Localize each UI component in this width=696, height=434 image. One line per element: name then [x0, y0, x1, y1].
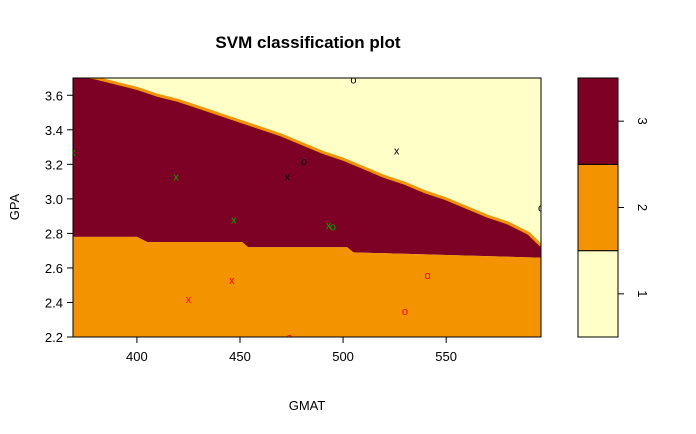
legend-swatch	[577, 250, 619, 338]
plot-border	[72, 77, 542, 338]
legend-swatch	[577, 77, 619, 165]
x-tick-label: 500	[332, 349, 354, 364]
data-point: x	[173, 171, 179, 183]
x-tick-label: 450	[229, 349, 251, 364]
y-tick-label: 2.4	[45, 295, 63, 310]
legend-label: 1	[635, 290, 650, 297]
data-point: o	[402, 306, 408, 318]
axes: 400 450 500 550 2.2 2.4 2.6 2.8 3.0 3.2 3.4 3.6	[45, 77, 542, 364]
y-tick-label: 2.8	[45, 226, 63, 241]
data-point: x	[394, 146, 400, 158]
y-tick-label: 2.6	[45, 261, 63, 276]
data-point: o	[330, 221, 336, 233]
data-point: x	[70, 147, 76, 159]
data-point: x	[186, 294, 192, 306]
legend: 1 2 3	[577, 77, 650, 338]
region-class-2	[73, 236, 541, 337]
region-class-3	[73, 78, 541, 258]
data-point: o	[350, 75, 356, 87]
x-tick-label: 400	[126, 349, 148, 364]
data-point: o	[538, 203, 544, 215]
decision-boundary	[85, 78, 541, 247]
y-tick-label: 3.6	[45, 88, 63, 103]
legend-swatch	[577, 163, 619, 252]
x-tick-label: 550	[435, 349, 457, 364]
chart-title: SVM classification plot	[215, 33, 400, 52]
data-point: x	[229, 275, 235, 287]
legend-label: 3	[635, 118, 650, 125]
data-point: x	[231, 215, 237, 227]
data-point: x	[326, 220, 332, 232]
legend-label: 2	[635, 204, 650, 211]
y-axis-title: GPA	[7, 193, 22, 220]
y-tick-label: 3.0	[45, 192, 63, 207]
y-tick-label: 3.4	[45, 123, 63, 138]
x-axis-title: GMAT	[289, 398, 326, 413]
data-point: o	[425, 270, 431, 282]
y-tick-label: 2.2	[45, 330, 63, 345]
data-point: x	[285, 171, 291, 183]
data-point: o	[286, 332, 292, 344]
data-point: o	[301, 156, 307, 168]
y-tick-label: 3.2	[45, 157, 63, 172]
